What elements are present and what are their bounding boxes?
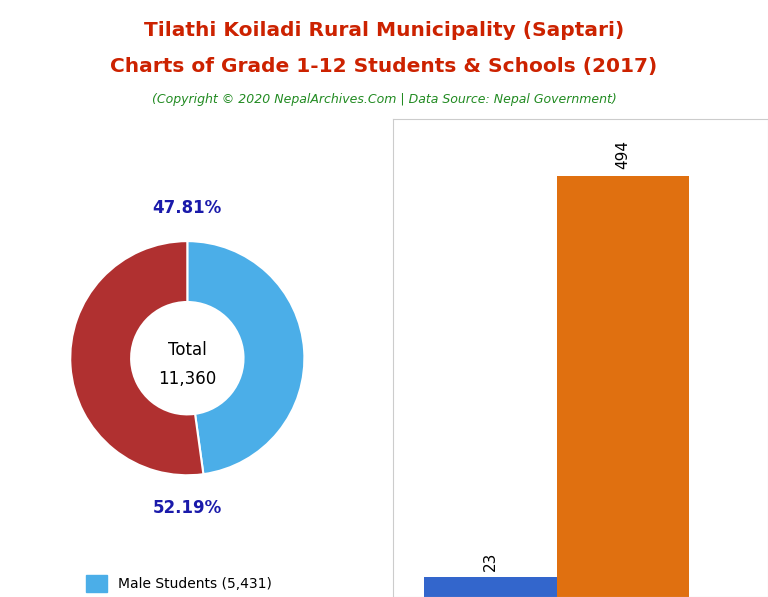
Text: 494: 494 — [615, 140, 631, 169]
Text: 52.19%: 52.19% — [153, 499, 222, 517]
Bar — [557, 176, 690, 597]
Wedge shape — [70, 241, 204, 475]
Text: (Copyright © 2020 NepalArchives.Com | Data Source: Nepal Government): (Copyright © 2020 NepalArchives.Com | Da… — [151, 93, 617, 106]
Bar — [424, 577, 557, 597]
Text: Tilathi Koiladi Rural Municipality (Saptari): Tilathi Koiladi Rural Municipality (Sapt… — [144, 21, 624, 40]
Text: Charts of Grade 1-12 Students & Schools (2017): Charts of Grade 1-12 Students & Schools … — [111, 57, 657, 76]
Text: Total: Total — [168, 341, 207, 359]
Wedge shape — [187, 241, 304, 474]
Legend: Male Students (5,431), Female Students (5,929): Male Students (5,431), Female Students (… — [80, 569, 294, 597]
Text: 47.81%: 47.81% — [153, 199, 222, 217]
Text: 23: 23 — [482, 551, 498, 571]
Text: 11,360: 11,360 — [158, 370, 217, 388]
